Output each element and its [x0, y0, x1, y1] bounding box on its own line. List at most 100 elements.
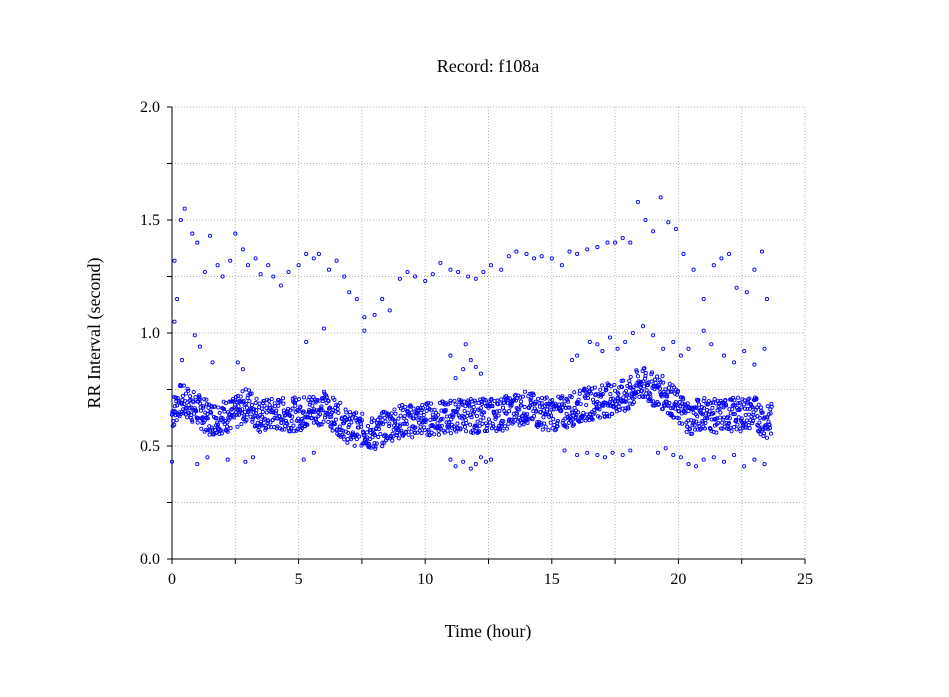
upper-scatter-point — [681, 251, 686, 256]
upper-scatter-point — [413, 274, 418, 279]
main-band-point — [533, 401, 538, 406]
main-band-point — [279, 420, 284, 426]
upper-scatter-point — [585, 247, 590, 252]
main-band-point — [448, 400, 453, 406]
main-band-point — [298, 404, 303, 409]
scatter-point — [304, 339, 309, 345]
scatter-point — [711, 455, 716, 460]
upper-scatter-point — [635, 199, 640, 204]
main-band-point — [409, 410, 414, 415]
upper-scatter-point — [233, 231, 238, 236]
main-band-point — [496, 413, 501, 418]
main-band-point — [365, 423, 371, 429]
scatter-point — [169, 459, 175, 464]
main-band-point — [570, 410, 575, 416]
upper-scatter-point — [286, 269, 291, 275]
upper-scatter-point — [575, 251, 580, 256]
main-band-point — [711, 429, 716, 435]
main-band-point — [649, 370, 655, 375]
main-band-point — [392, 407, 397, 412]
tick-marks: 0 5 10 15 20 25 0.0 0.5 1.0 1.5 2.0 — [140, 99, 813, 588]
main-band-point — [195, 420, 200, 425]
scatter-point — [453, 376, 458, 381]
scatter-point — [686, 346, 691, 351]
main-band-point — [426, 427, 431, 432]
main-band-point — [340, 428, 345, 433]
upper-scatter-point — [278, 283, 283, 288]
scatter-point — [607, 335, 613, 340]
main-band-point — [737, 400, 742, 405]
main-band-point — [198, 401, 203, 406]
main-band-point — [224, 424, 230, 429]
main-band-point — [497, 408, 502, 414]
main-band-point — [739, 416, 744, 421]
main-band-point — [352, 443, 357, 448]
main-band-point — [534, 408, 539, 413]
upper-scatter-point — [266, 263, 271, 268]
main-band-point — [214, 416, 219, 421]
main-band-point — [190, 419, 195, 424]
main-band-point — [505, 401, 511, 406]
main-band-point — [228, 426, 233, 431]
main-band-point — [576, 410, 581, 415]
main-band-point — [604, 411, 609, 416]
main-band-point — [604, 387, 609, 392]
main-band-point — [456, 405, 461, 410]
main-band-point — [336, 410, 341, 416]
main-band-point — [328, 405, 333, 410]
scatter-point — [600, 349, 605, 354]
main-band-point — [631, 387, 636, 392]
scatter-point — [483, 459, 489, 464]
main-band-point — [274, 408, 279, 413]
main-band-point — [215, 422, 220, 427]
main-band-point — [394, 433, 400, 438]
main-band-point — [180, 397, 185, 403]
main-band-point — [679, 421, 685, 426]
main-band-point — [226, 415, 231, 420]
main-band-point — [372, 432, 377, 438]
main-band-point — [608, 392, 613, 397]
main-band-point — [660, 406, 665, 411]
main-band-point — [702, 396, 707, 401]
scatter-point — [175, 297, 180, 302]
upper-scatter-point — [666, 220, 671, 225]
scatter-point — [663, 446, 668, 451]
main-band-point — [590, 417, 595, 422]
main-band-point — [182, 401, 187, 407]
main-band-point — [695, 427, 700, 432]
main-band-point — [345, 416, 350, 422]
main-band-point — [289, 418, 294, 424]
scatter-point — [742, 464, 747, 469]
main-band-point — [378, 432, 383, 437]
upper-scatter-point — [466, 274, 471, 279]
upper-scatter-point — [499, 267, 504, 272]
main-band-point — [635, 374, 640, 379]
main-band-point — [258, 419, 264, 424]
main-band-point — [254, 396, 259, 401]
main-band-point — [546, 428, 551, 433]
main-band-point — [334, 427, 339, 432]
x-tick-label: 5 — [295, 571, 303, 588]
x-tick-label: 20 — [670, 571, 686, 588]
main-band-point — [371, 418, 376, 423]
main-band-point — [525, 416, 530, 421]
main-band-point — [703, 420, 708, 425]
main-band-point — [346, 425, 351, 430]
main-band-point — [651, 399, 656, 404]
scatter-point — [205, 455, 210, 460]
upper-scatter-point — [342, 274, 347, 279]
main-band-point — [239, 399, 244, 404]
main-band-point — [674, 403, 679, 408]
scatter-point — [562, 448, 567, 453]
main-band-point — [320, 408, 325, 413]
main-band-point — [335, 403, 341, 408]
main-band-point — [249, 402, 254, 408]
main-band-point — [448, 398, 453, 403]
main-band-point — [220, 416, 225, 421]
chart-title: Record: f108a — [437, 56, 539, 76]
main-band-point — [479, 412, 484, 417]
main-band-point — [502, 400, 507, 405]
main-band-point — [600, 383, 605, 388]
scatter-point — [473, 364, 478, 369]
